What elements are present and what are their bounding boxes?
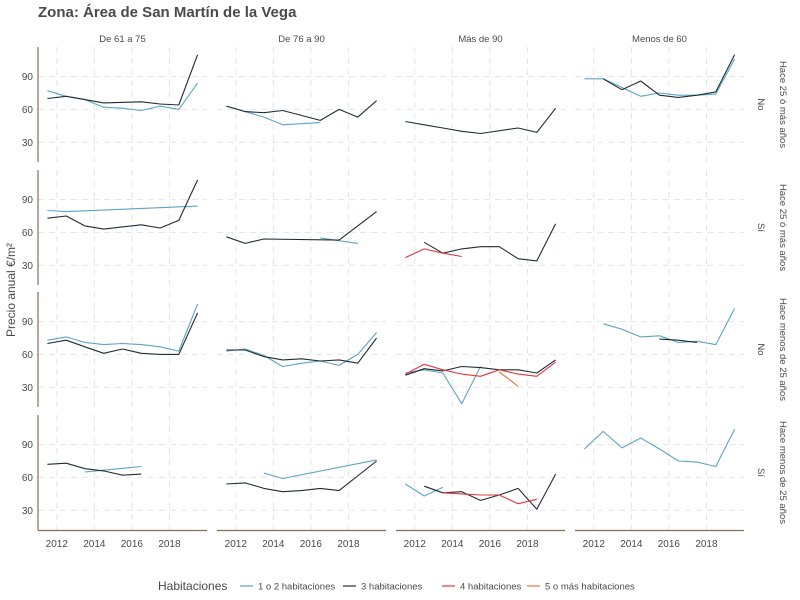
legend-label: 4 habitaciones (460, 582, 522, 593)
y-tick-label: 30 (22, 383, 34, 394)
series-line (423, 223, 557, 262)
series-line (405, 248, 462, 259)
x-tick-label: 2016 (658, 539, 681, 550)
y-ticks: 30 60 90 30 60 90 30 60 90 30 60 90 (22, 72, 34, 517)
facet-panel (396, 292, 565, 407)
series-line (47, 303, 199, 352)
y-axis-label: Precio anual €/m² (4, 243, 18, 337)
row-strip-label-outer: Hace menos de 25 años (777, 421, 788, 524)
series-line (84, 465, 142, 473)
series-line (602, 54, 736, 98)
facet-panel (217, 415, 386, 532)
row-strip-label-outer: Hace 25 ó más años (777, 184, 788, 271)
column-strip-label: Menos de 60 (632, 34, 687, 45)
y-tick-label: 60 (22, 473, 34, 484)
facet-panel (217, 47, 386, 162)
series-line (405, 107, 557, 135)
column-strips: De 61 a 75 De 76 a 90 Más de 90 Menos de 60 (99, 34, 687, 45)
series-line (263, 459, 377, 480)
row-strips: Hace 25 ó más años No Hace 25 ó más años Sí… (755, 61, 788, 524)
row-strip-label-outer: Hace 25 ó más años (777, 61, 788, 148)
series-line (226, 337, 378, 364)
panels (37, 47, 744, 532)
series-line (226, 332, 378, 368)
x-tick-label: 2018 (337, 539, 360, 550)
legend-label: 3 habitaciones (361, 582, 423, 593)
facet-panel (217, 170, 386, 285)
y-tick-label: 30 (22, 138, 34, 149)
facet-panel (396, 47, 565, 162)
x-tick-label: 2012 (225, 539, 248, 550)
x-tick-label: 2018 (516, 539, 539, 550)
series-line (442, 492, 537, 505)
facet-panel (217, 292, 386, 407)
y-tick-label: 30 (22, 261, 34, 272)
legend-label: 5 o más habitaciones (545, 582, 635, 593)
series-line (498, 371, 519, 387)
x-tick-label: 2016 (479, 539, 502, 550)
series-line (47, 179, 199, 230)
x-tick-label: 2014 (83, 539, 106, 550)
x-tick-label: 2014 (262, 539, 285, 550)
series-line (659, 338, 698, 343)
facet-panel (396, 415, 565, 532)
legend-label: 1 o 2 habitaciones (258, 582, 335, 593)
series-line (226, 211, 377, 244)
x-tick-label: 2012 (404, 539, 427, 550)
facet-panel (575, 170, 744, 285)
series-line (47, 312, 199, 355)
series-line (47, 54, 199, 106)
y-tick-label: 90 (22, 440, 34, 451)
x-tick-label: 2016 (300, 539, 323, 550)
column-strip-label: Más de 90 (458, 34, 502, 45)
series-line (320, 237, 358, 244)
y-tick-label: 90 (22, 317, 34, 328)
facet-panel (37, 292, 207, 407)
column-strip-label: De 61 a 75 (99, 34, 145, 45)
chart-title: Zona: Área de San Martín de la Vega (38, 4, 297, 21)
y-tick-label: 90 (22, 195, 34, 206)
legend: Habitaciones 1 o 2 habitaciones 3 habitac… (158, 579, 635, 593)
x-ticks: 2012 2014 2016 2018 2012 2014 2016 2018 2012 2014… (46, 539, 718, 550)
row-strip-label-inner: No (755, 98, 766, 110)
y-tick-label: 90 (22, 72, 34, 83)
facet-panel (37, 47, 207, 162)
y-tick-label: 60 (22, 350, 34, 361)
row-strip-label-inner: No (755, 343, 766, 355)
facet-panel (37, 170, 207, 285)
y-tick-label: 60 (22, 228, 34, 239)
column-strip-label: De 76 a 90 (278, 34, 324, 45)
series-line (226, 460, 377, 493)
row-strip-label-inner: Sí (755, 468, 766, 477)
facet-panel (575, 415, 744, 532)
series-line (47, 462, 142, 476)
y-tick-label: 60 (22, 105, 34, 116)
series-line (405, 483, 444, 497)
series-line (47, 205, 198, 213)
facet-panel (575, 292, 744, 407)
x-tick-label: 2018 (695, 539, 718, 550)
series-line (405, 359, 556, 376)
series-line (405, 361, 556, 377)
x-tick-label: 2014 (620, 539, 643, 550)
y-tick-label: 30 (22, 506, 34, 517)
x-tick-label: 2018 (158, 539, 181, 550)
facet-panel (575, 47, 744, 162)
x-tick-label: 2016 (121, 539, 144, 550)
x-tick-label: 2012 (583, 539, 606, 550)
x-tick-label: 2012 (46, 539, 69, 550)
facet-panel (396, 170, 565, 285)
facet-panel (37, 415, 207, 532)
row-strip-label-outer: Hace menos de 25 años (777, 298, 788, 401)
series-line (226, 100, 377, 121)
series-line (584, 428, 736, 468)
x-tick-label: 2014 (441, 539, 464, 550)
series-line (584, 58, 736, 97)
row-strip-label-inner: Sí (755, 223, 766, 232)
legend-title: Habitaciones (158, 579, 227, 593)
series-line (405, 366, 481, 405)
